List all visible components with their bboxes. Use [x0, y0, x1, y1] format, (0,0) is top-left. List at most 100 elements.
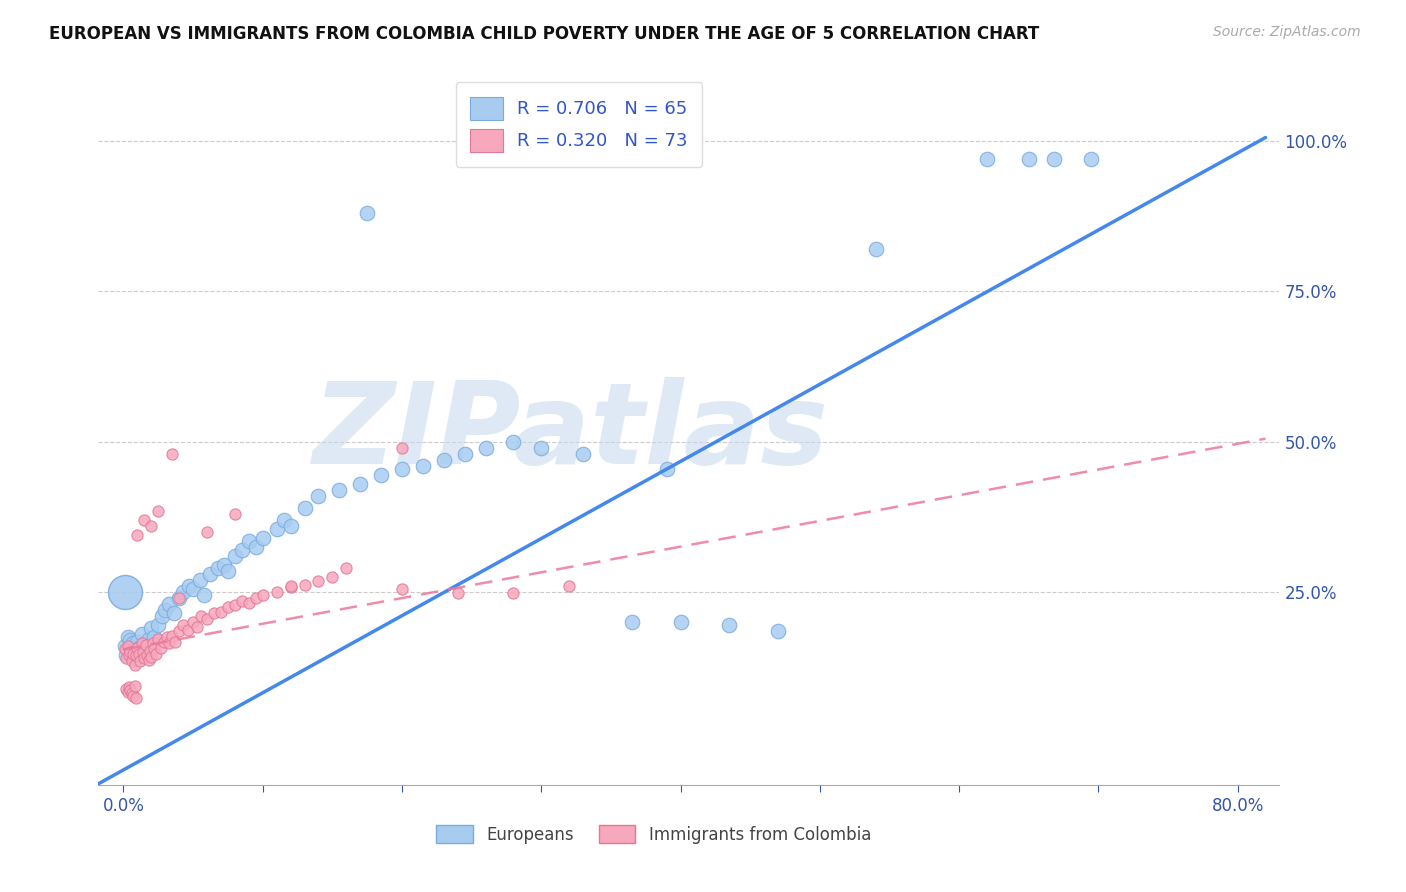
Point: [129, 648, 152, 663]
Legend: Europeans, Immigrants from Colombia: Europeans, Immigrants from Colombia: [429, 819, 877, 851]
Point: [127, 640, 149, 655]
Point: [121, 686, 143, 700]
Point: [655, 462, 678, 476]
Point: [308, 489, 330, 503]
Point: [328, 483, 350, 497]
Point: [349, 476, 371, 491]
Point: [120, 645, 142, 659]
Point: [1043, 152, 1066, 166]
Point: [280, 519, 302, 533]
Point: [129, 655, 152, 669]
Point: [114, 642, 136, 657]
Point: [308, 574, 330, 589]
Point: [245, 591, 267, 606]
Point: [976, 152, 998, 166]
Point: [217, 564, 239, 578]
Point: [124, 679, 146, 693]
Point: [162, 607, 184, 621]
Point: [273, 513, 295, 527]
Point: [117, 640, 139, 654]
Point: [159, 597, 181, 611]
Point: [118, 642, 141, 657]
Point: [134, 651, 156, 665]
Point: [156, 631, 179, 645]
Point: [115, 651, 138, 665]
Point: [162, 447, 184, 461]
Point: [370, 467, 392, 482]
Point: [207, 561, 229, 575]
Point: [121, 655, 143, 669]
Point: [1018, 152, 1040, 166]
Point: [766, 624, 789, 639]
Point: [212, 558, 235, 573]
Point: [117, 631, 139, 645]
Point: [115, 681, 138, 696]
Point: [162, 629, 184, 643]
Point: [141, 519, 163, 533]
Point: [143, 642, 166, 657]
Text: Source: ZipAtlas.com: Source: ZipAtlas.com: [1213, 25, 1361, 39]
Point: [280, 581, 302, 595]
Point: [121, 645, 143, 659]
Point: [120, 633, 142, 648]
Point: [141, 650, 163, 665]
Point: [167, 591, 190, 606]
Point: [572, 447, 595, 461]
Point: [186, 620, 208, 634]
Point: [118, 681, 141, 695]
Point: [231, 543, 253, 558]
Point: [159, 636, 181, 650]
Point: [238, 534, 260, 549]
Point: [148, 504, 170, 518]
Point: [280, 579, 302, 593]
Point: [117, 684, 139, 698]
Point: [321, 570, 343, 584]
Point: [131, 627, 153, 641]
Point: [167, 624, 190, 639]
Point: [115, 648, 138, 663]
Point: [193, 588, 215, 602]
Point: [138, 653, 160, 667]
Point: [502, 434, 524, 449]
Point: [217, 600, 239, 615]
Point: [172, 618, 194, 632]
Point: [224, 507, 246, 521]
Point: [148, 618, 170, 632]
Point: [294, 578, 316, 592]
Point: [132, 645, 155, 659]
Point: [181, 615, 204, 630]
Point: [176, 623, 198, 637]
Point: [209, 605, 232, 619]
Point: [127, 528, 149, 542]
Point: [136, 648, 159, 663]
Point: [447, 586, 470, 600]
Point: [122, 647, 145, 661]
Point: [125, 690, 148, 705]
Point: [114, 585, 136, 599]
Point: [530, 441, 553, 455]
Point: [114, 640, 136, 654]
Point: [135, 638, 157, 652]
Point: [148, 632, 170, 647]
Point: [135, 647, 157, 661]
Point: [153, 634, 176, 648]
Point: [356, 206, 378, 220]
Point: [294, 500, 316, 515]
Point: [620, 615, 643, 630]
Point: [152, 609, 174, 624]
Point: [238, 596, 260, 610]
Point: [252, 588, 274, 602]
Point: [128, 640, 150, 655]
Point: [188, 573, 211, 587]
Text: EUROPEAN VS IMMIGRANTS FROM COLOMBIA CHILD POVERTY UNDER THE AGE OF 5 CORRELATIO: EUROPEAN VS IMMIGRANTS FROM COLOMBIA CHI…: [49, 25, 1039, 43]
Point: [502, 586, 524, 600]
Point: [125, 648, 148, 663]
Point: [718, 618, 741, 632]
Point: [245, 540, 267, 554]
Point: [118, 648, 141, 663]
Point: [224, 549, 246, 563]
Point: [150, 640, 173, 655]
Point: [454, 447, 477, 461]
Point: [124, 651, 146, 665]
Point: [127, 634, 149, 648]
